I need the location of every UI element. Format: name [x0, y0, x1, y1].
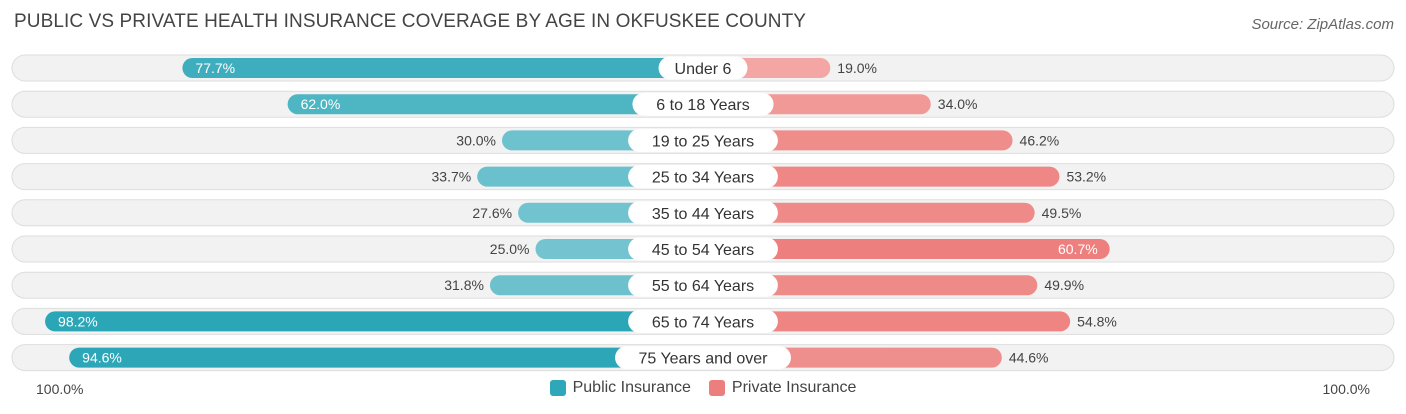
category-pill	[628, 237, 778, 261]
category-pill	[628, 273, 778, 297]
value-label-public: 98.2%	[58, 313, 98, 329]
legend-label-public: Public Insurance	[572, 379, 691, 396]
legend-item-public: Public Insurance	[549, 379, 691, 397]
value-label-public: 31.8%	[444, 277, 484, 293]
bar-public	[182, 58, 703, 78]
bar-private	[703, 275, 1038, 296]
legend-label-private: Private Insurance	[731, 379, 857, 396]
chart-title: PUBLIC VS PRIVATE HEALTH INSURANCE COVER…	[14, 11, 807, 32]
value-label-public: 27.6%	[472, 205, 512, 221]
category-pill	[628, 309, 778, 333]
category-pill	[628, 128, 778, 152]
category-label: 19 to 25 Years	[652, 133, 754, 150]
legend: Public Insurance Private Insurance	[0, 379, 1406, 397]
value-label-private: 60.7%	[1058, 241, 1098, 257]
value-label-private: 34.0%	[938, 96, 978, 112]
bar-public	[69, 347, 704, 368]
category-pill	[615, 346, 791, 370]
source-label: Source: ZipAtlas.com	[1251, 16, 1394, 33]
category-label: 65 to 74 Years	[652, 314, 754, 331]
legend-swatch-private	[708, 380, 725, 396]
value-label-public: 62.0%	[301, 96, 341, 112]
value-label-private: 49.5%	[1042, 205, 1082, 221]
bar-private	[703, 130, 1013, 151]
bar-public	[287, 94, 703, 115]
category-label: 35 to 44 Years	[652, 206, 754, 223]
legend-item-private: Private Insurance	[708, 379, 857, 397]
category-pill	[632, 92, 774, 116]
bar-private	[703, 202, 1035, 223]
bar-private	[703, 311, 1071, 332]
category-label: 45 to 54 Years	[652, 242, 754, 259]
value-label-public: 30.0%	[456, 132, 496, 148]
value-label-private: 44.6%	[1009, 350, 1049, 366]
bar-public	[45, 311, 704, 332]
category-pill	[658, 56, 748, 80]
value-label-private: 46.2%	[1020, 132, 1060, 148]
value-label-private: 19.0%	[837, 60, 877, 76]
value-label-public: 33.7%	[432, 169, 472, 185]
value-label-private: 49.9%	[1044, 277, 1084, 293]
legend-swatch-public	[549, 380, 566, 396]
value-label-public: 77.7%	[195, 60, 235, 76]
category-pill	[628, 165, 778, 189]
axis-left-label: 100.0%	[36, 381, 84, 397]
category-label: 25 to 34 Years	[652, 170, 754, 187]
category-label: Under 6	[675, 61, 732, 78]
category-pill	[628, 201, 778, 225]
category-label: 55 to 64 Years	[652, 278, 754, 295]
value-label-private: 54.8%	[1077, 313, 1117, 329]
category-label: 6 to 18 Years	[656, 97, 749, 114]
value-label-private: 53.2%	[1066, 169, 1106, 185]
category-label: 75 Years and over	[639, 351, 769, 368]
bar-private	[703, 166, 1060, 187]
bar-private	[703, 239, 1110, 259]
value-label-public: 94.6%	[82, 350, 122, 366]
value-label-public: 25.0%	[490, 241, 530, 257]
axis-right-label: 100.0%	[1322, 381, 1370, 397]
